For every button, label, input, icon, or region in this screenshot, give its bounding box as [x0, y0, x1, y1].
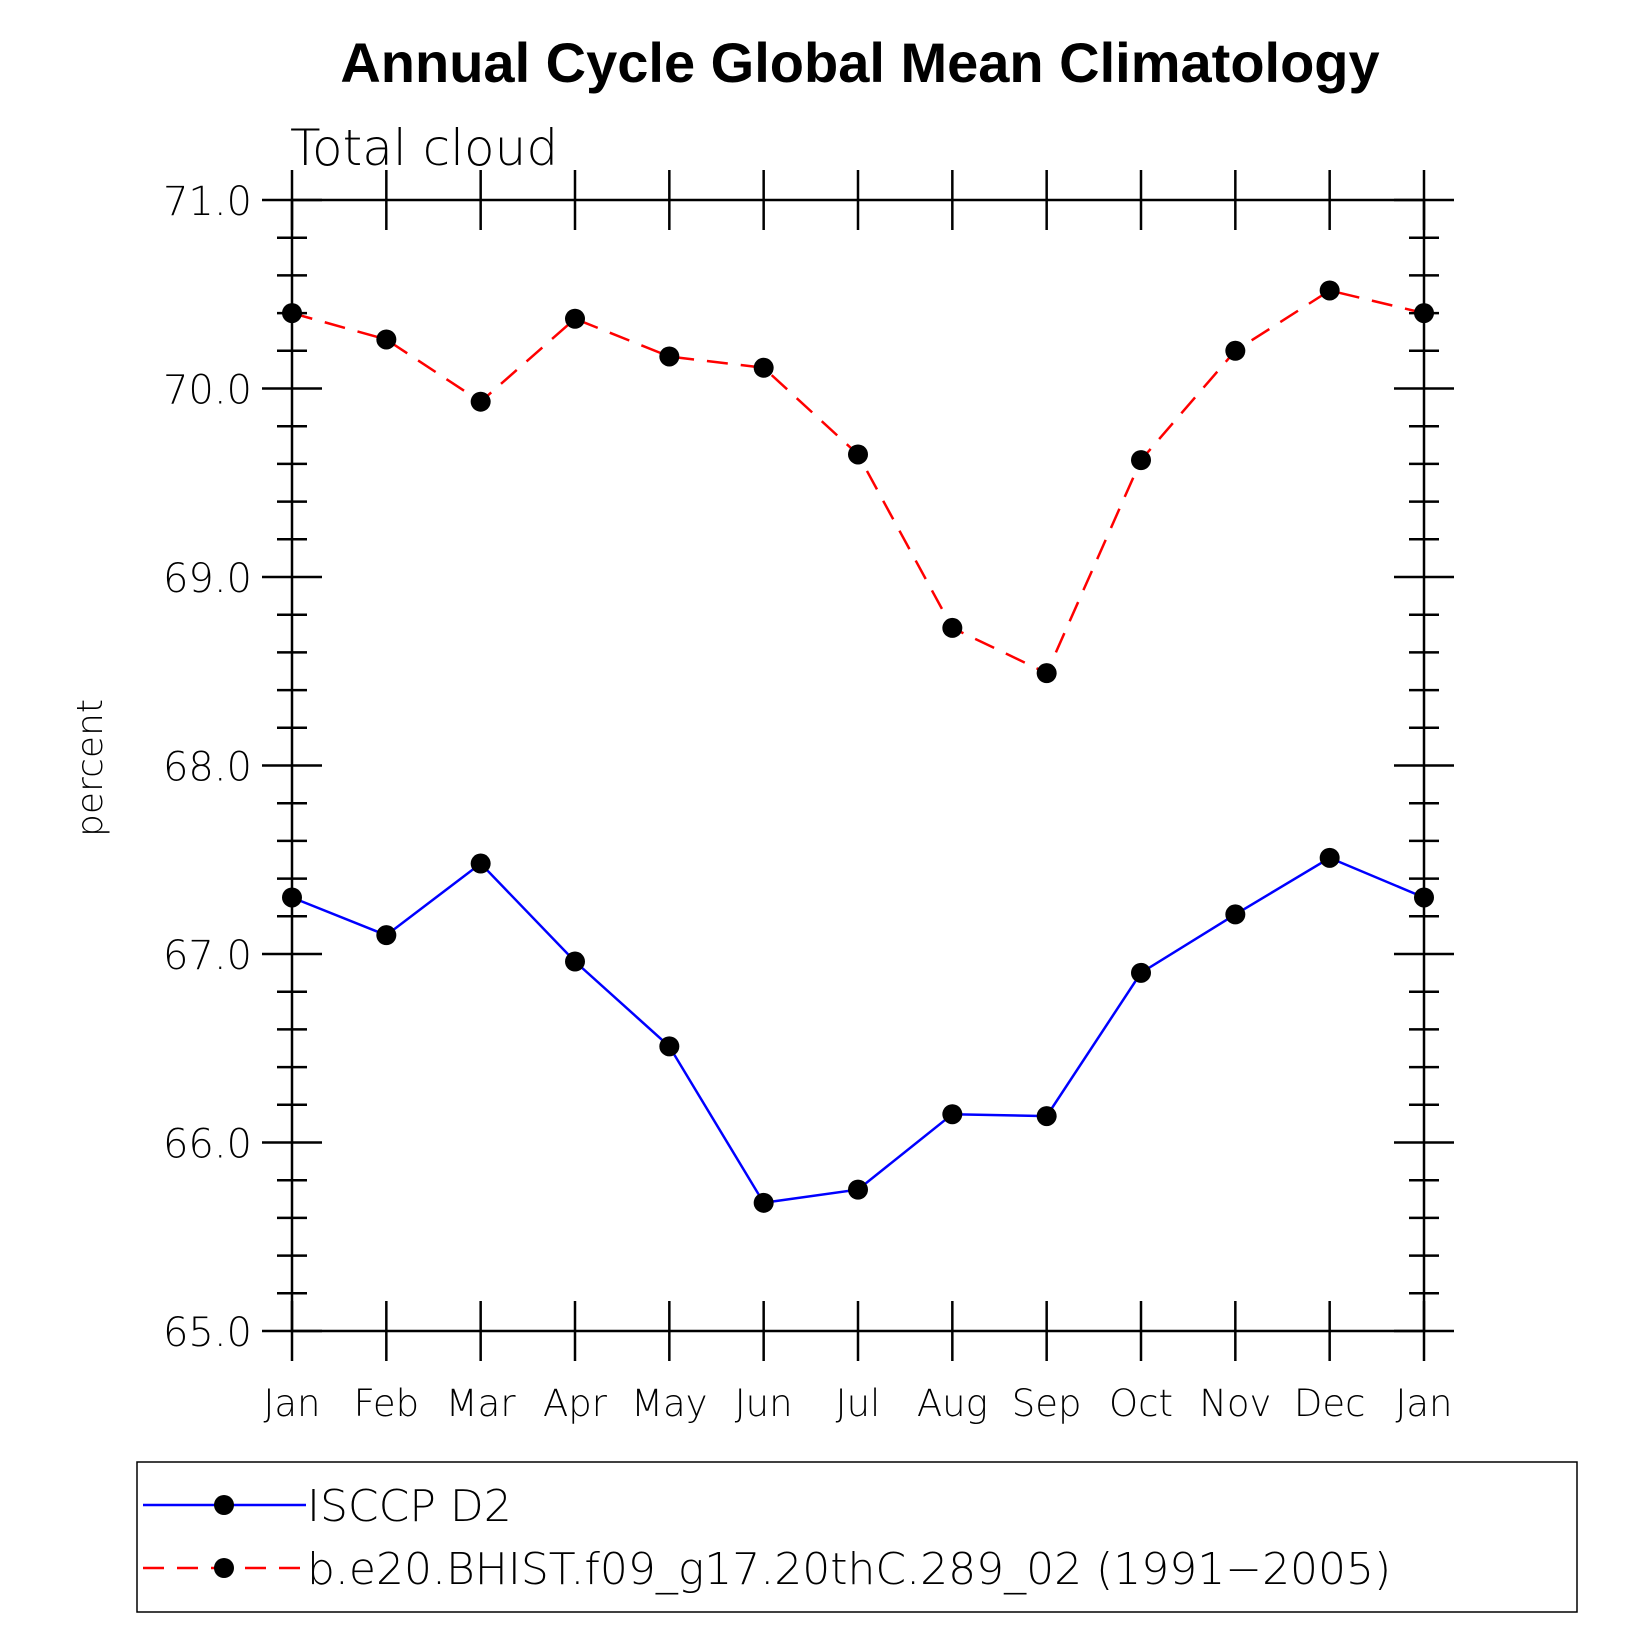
data-point-series-2 [376, 329, 397, 350]
x-tick-label: Sep [1012, 1382, 1082, 1425]
data-point-series-2 [1319, 280, 1340, 301]
data-point-series-1 [565, 951, 585, 972]
series-line-2 [291, 289, 1425, 675]
data-point-series-2 [1131, 450, 1151, 471]
data-point-series-1 [1414, 887, 1434, 908]
x-tick-label: Jan [263, 1382, 320, 1425]
data-point-series-2 [470, 391, 491, 412]
data-point-series-1 [1319, 847, 1340, 868]
y-tick-label: 71.0 [163, 179, 252, 225]
chart-subtitle: Total cloud [290, 119, 558, 177]
data-point-series-1 [376, 925, 397, 946]
x-tick-label: Oct [1109, 1382, 1173, 1425]
plot-axes: 65.0 66.0 67.0 68.0 69.0 70.0 71.0 Jan Feb Mar Apr… [163, 170, 1454, 1425]
chart-title: Annual Cycle Global Mean Climatology [340, 31, 1379, 94]
legend-marker-1 [214, 1495, 234, 1515]
data-point-series-2 [848, 444, 868, 465]
x-tick-label: Dec [1294, 1382, 1366, 1425]
data-point-series-1 [282, 887, 302, 908]
data-point-series-1 [848, 1179, 868, 1200]
data-point-series-2 [1225, 340, 1246, 361]
data-point-series-2 [1414, 303, 1434, 324]
x-tick-label: Jun [735, 1382, 793, 1425]
y-tick-label: 68.0 [163, 745, 252, 791]
legend-label-1: ISCCP D2 [307, 1481, 512, 1532]
legend: ISCCP D2 b.e20.BHIST.f09_g17.20thC.289_0… [136, 1461, 1578, 1613]
data-point-series-2 [565, 308, 585, 329]
x-tick-label: Jan [1395, 1382, 1452, 1425]
data-point-series-1 [1131, 962, 1151, 983]
data-point-series-1 [470, 853, 491, 874]
x-tick-label: May [631, 1382, 708, 1425]
legend-marker-2 [214, 1558, 234, 1578]
x-tick-label: Feb [354, 1382, 420, 1425]
plot-frame [290, 198, 1426, 1333]
series-line-1 [291, 856, 1425, 1205]
series-points [282, 280, 1434, 1213]
data-point-series-2 [659, 346, 680, 367]
data-point-series-1 [1225, 904, 1246, 925]
legend-label-2: b.e20.BHIST.f09_g17.20thC.289_02 (1991−2… [307, 1544, 1391, 1595]
data-point-series-1 [753, 1192, 774, 1213]
y-axis-label: percent [70, 699, 111, 837]
data-point-series-1 [942, 1104, 963, 1125]
x-tick-label: Apr [543, 1382, 608, 1425]
data-point-series-1 [1036, 1106, 1057, 1127]
x-tick-label: Jul [836, 1382, 881, 1425]
y-tick-label: 69.0 [163, 556, 252, 602]
y-tick-label: 65.0 [163, 1310, 252, 1356]
data-point-series-2 [282, 303, 302, 324]
series-lines [291, 289, 1425, 1205]
y-tick-label: 67.0 [163, 933, 252, 979]
x-tick-label: Mar [446, 1382, 517, 1425]
data-point-series-2 [753, 357, 774, 378]
data-point-series-1 [659, 1036, 680, 1057]
data-point-series-2 [1036, 663, 1057, 684]
x-tick-label: Aug [917, 1382, 988, 1425]
x-tick-label: Nov [1199, 1382, 1271, 1425]
legend-box [136, 1461, 1578, 1613]
y-tick-label: 70.0 [163, 368, 252, 414]
y-tick-label: 66.0 [163, 1122, 252, 1168]
data-point-series-2 [942, 617, 963, 638]
